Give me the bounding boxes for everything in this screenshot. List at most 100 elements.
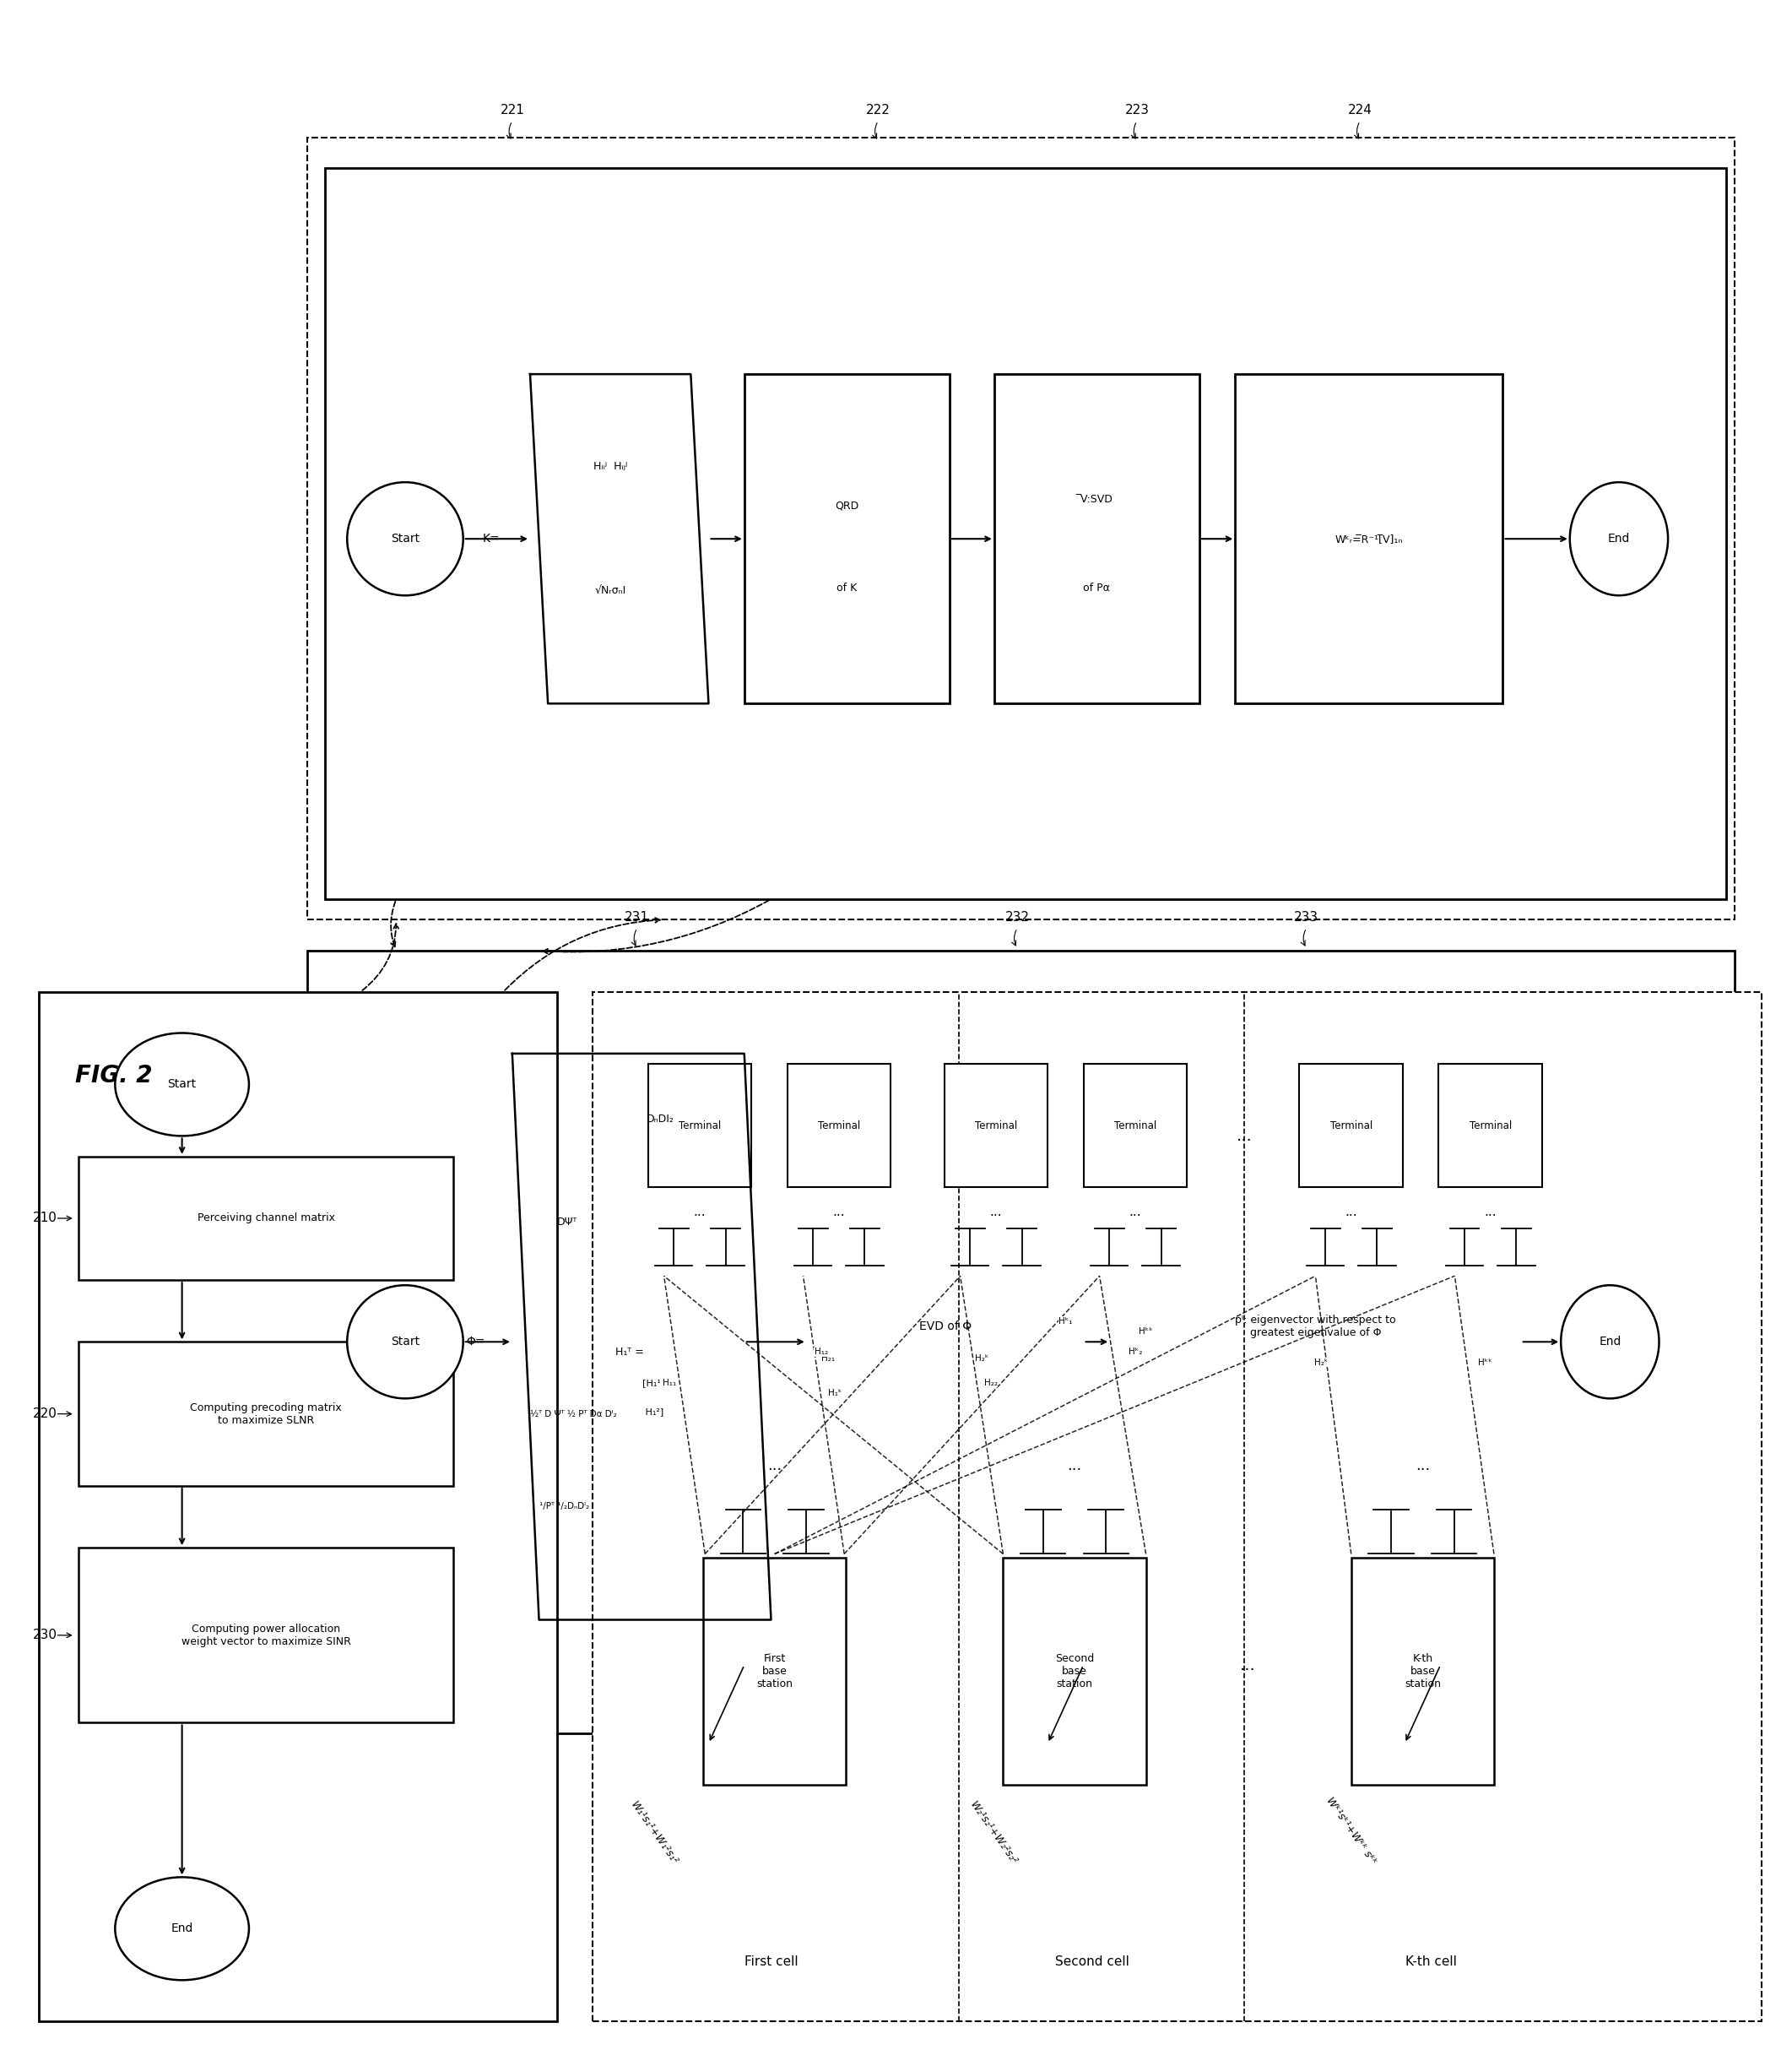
Text: ¹/Pᵀ ¹/₂DₙDᴵ₂: ¹/Pᵀ ¹/₂DₙDᴵ₂ bbox=[539, 1502, 590, 1510]
Text: K-th
base
station: K-th base station bbox=[1405, 1653, 1441, 1690]
Text: W₁¹s₁¹+W₁²s₁²: W₁¹s₁¹+W₁²s₁² bbox=[629, 1799, 679, 1868]
Text: Hᵏ₁: Hᵏ₁ bbox=[1059, 1316, 1073, 1326]
Text: ...: ... bbox=[694, 1207, 706, 1219]
Text: End: End bbox=[170, 1923, 194, 1934]
Text: √NᵣσₙI: √NᵣσₙI bbox=[595, 585, 625, 595]
Text: 232: 232 bbox=[1005, 911, 1030, 924]
Ellipse shape bbox=[1561, 1285, 1659, 1399]
Bar bbox=[1439, 1064, 1543, 1188]
Text: Wᵏᵣ=̅R⁻¹[̅V]₁ₙ: Wᵏᵣ=̅R⁻¹[̅V]₁ₙ bbox=[1335, 533, 1403, 543]
Text: H₁ᵏ: H₁ᵏ bbox=[828, 1388, 842, 1397]
Text: 222: 222 bbox=[866, 103, 891, 118]
Bar bbox=[324, 167, 1726, 899]
Polygon shape bbox=[513, 1054, 771, 1620]
Text: Terminal: Terminal bbox=[1469, 1120, 1512, 1132]
Bar bbox=[79, 1547, 453, 1723]
Text: ...: ... bbox=[1484, 1207, 1496, 1219]
Text: of Pα: of Pα bbox=[1084, 583, 1111, 593]
Text: 223: 223 bbox=[1125, 103, 1149, 118]
Text: H₂₂: H₂₂ bbox=[984, 1378, 998, 1386]
Text: H₂ᵏ: H₂ᵏ bbox=[975, 1353, 989, 1364]
Text: End: End bbox=[1607, 533, 1631, 545]
Text: 224: 224 bbox=[1348, 103, 1373, 118]
Text: ½ᵀ D Ψᵀ ½ Pᵀ Dα Dᴵ₂: ½ᵀ D Ψᵀ ½ Pᵀ Dα Dᴵ₂ bbox=[530, 1409, 616, 1417]
Text: Terminal: Terminal bbox=[1115, 1120, 1156, 1132]
Text: Start: Start bbox=[391, 1337, 419, 1347]
Text: Terminal: Terminal bbox=[1330, 1120, 1373, 1132]
Text: Φ=: Φ= bbox=[466, 1337, 486, 1347]
Text: DΨᵀ: DΨᵀ bbox=[557, 1217, 577, 1227]
Bar bbox=[995, 374, 1199, 705]
Text: Hᵏᵏ: Hᵏᵏ bbox=[1478, 1357, 1493, 1366]
Text: Perceiving channel matrix: Perceiving channel matrix bbox=[197, 1213, 335, 1223]
Text: ...: ... bbox=[833, 1207, 846, 1219]
Bar bbox=[1004, 1558, 1145, 1785]
Text: of K: of K bbox=[837, 583, 857, 593]
Text: Second
base
station: Second base station bbox=[1055, 1653, 1095, 1690]
Text: End: End bbox=[1598, 1337, 1622, 1347]
Text: Hᵏᵏ: Hᵏᵏ bbox=[1140, 1326, 1152, 1337]
Text: QRD: QRD bbox=[835, 500, 858, 512]
Text: K=: K= bbox=[482, 533, 500, 545]
Bar bbox=[79, 1341, 453, 1485]
Text: Hᵢᵢʲ  Hᵢⱼʲ: Hᵢᵢʲ Hᵢⱼʲ bbox=[593, 461, 627, 473]
Text: H₁₁: H₁₁ bbox=[663, 1378, 676, 1386]
Bar bbox=[306, 136, 1735, 919]
Text: ...: ... bbox=[989, 1207, 1002, 1219]
Bar bbox=[306, 950, 1735, 1733]
Text: Computing power allocation
weight vector to maximize SINR: Computing power allocation weight vector… bbox=[181, 1624, 351, 1647]
Text: H₂ᵏ: H₂ᵏ bbox=[1314, 1357, 1328, 1366]
Text: ̅V:SVD: ̅V:SVD bbox=[1081, 494, 1113, 504]
Bar bbox=[806, 1167, 1084, 1485]
Bar bbox=[79, 1157, 453, 1281]
Text: 231: 231 bbox=[625, 911, 649, 924]
Text: pⁱ: eigenvector with respect to
greatest eigenvalue of Φ: pⁱ: eigenvector with respect to greatest… bbox=[1235, 1314, 1396, 1339]
Text: ...: ... bbox=[767, 1459, 781, 1473]
Text: 220: 220 bbox=[32, 1407, 57, 1419]
Bar bbox=[39, 992, 557, 2021]
Text: Start: Start bbox=[168, 1078, 197, 1091]
Bar bbox=[787, 1064, 891, 1188]
Text: ...: ... bbox=[1068, 1459, 1082, 1473]
Text: ...: ... bbox=[1236, 1128, 1253, 1145]
Bar bbox=[1111, 1167, 1521, 1485]
Text: Terminal: Terminal bbox=[679, 1120, 720, 1132]
Ellipse shape bbox=[348, 481, 462, 595]
Text: First cell: First cell bbox=[744, 1954, 797, 1969]
Ellipse shape bbox=[115, 1033, 249, 1136]
Text: W₂¹s₂¹+W₂²s₂²: W₂¹s₂¹+W₂²s₂² bbox=[968, 1799, 1020, 1868]
Text: 230: 230 bbox=[32, 1628, 57, 1642]
Bar bbox=[649, 1064, 751, 1188]
Bar bbox=[1235, 374, 1503, 705]
Text: Terminal: Terminal bbox=[817, 1120, 860, 1132]
Bar bbox=[1084, 1064, 1186, 1188]
Text: ...: ... bbox=[1416, 1459, 1430, 1473]
Bar bbox=[1299, 1064, 1403, 1188]
Ellipse shape bbox=[348, 1285, 462, 1399]
Text: Second cell: Second cell bbox=[1055, 1954, 1129, 1969]
Bar bbox=[593, 992, 1762, 2021]
Text: 210: 210 bbox=[32, 1213, 57, 1225]
Text: EVD of Φ: EVD of Φ bbox=[919, 1320, 971, 1333]
Text: H₁²]: H₁²] bbox=[643, 1407, 663, 1415]
Text: 233: 233 bbox=[1294, 911, 1319, 924]
Text: First
base
station: First base station bbox=[756, 1653, 792, 1690]
Ellipse shape bbox=[1570, 481, 1668, 595]
Ellipse shape bbox=[115, 1878, 249, 1979]
Text: ...: ... bbox=[1129, 1207, 1142, 1219]
Text: H₂₁: H₂₁ bbox=[821, 1353, 835, 1364]
Text: Start: Start bbox=[391, 533, 419, 545]
Text: 221: 221 bbox=[500, 103, 525, 118]
Text: [H₁¹: [H₁¹ bbox=[643, 1378, 661, 1386]
Text: ...: ... bbox=[1240, 1657, 1256, 1673]
Text: K-th cell: K-th cell bbox=[1405, 1954, 1457, 1969]
Text: Computing precoding matrix
to maximize SLNR: Computing precoding matrix to maximize S… bbox=[190, 1403, 342, 1426]
Text: Wᵏ¹sᵏ¹+Wᵏᵏ sᵏᵏ: Wᵏ¹sᵏ¹+Wᵏᵏ sᵏᵏ bbox=[1324, 1795, 1380, 1868]
Bar bbox=[744, 374, 950, 705]
Bar bbox=[1351, 1558, 1495, 1785]
Text: DₙDI₂: DₙDI₂ bbox=[647, 1114, 674, 1126]
Text: H₁ᵀ =: H₁ᵀ = bbox=[616, 1347, 645, 1357]
Text: FIG. 2: FIG. 2 bbox=[75, 1064, 152, 1087]
Polygon shape bbox=[530, 374, 708, 705]
Text: Terminal: Terminal bbox=[975, 1120, 1018, 1132]
